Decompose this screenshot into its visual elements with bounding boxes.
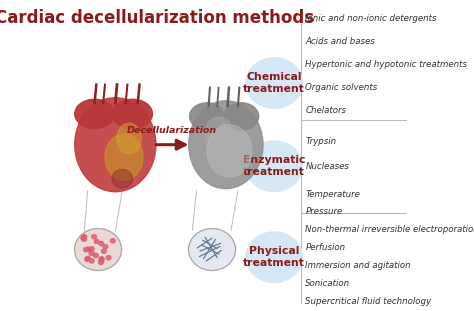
Text: Physical
treatment: Physical treatment [243,246,305,268]
Circle shape [85,256,91,261]
Ellipse shape [224,103,259,130]
Ellipse shape [190,103,224,130]
Circle shape [82,234,87,239]
Text: Pressure: Pressure [305,207,343,216]
Text: Organic solvents: Organic solvents [305,83,378,92]
Circle shape [91,234,97,239]
Circle shape [246,232,302,282]
Text: Trypsin: Trypsin [305,137,337,146]
Circle shape [89,251,94,255]
Ellipse shape [113,99,153,128]
Circle shape [99,241,104,246]
Text: Cardiac decellularization methods: Cardiac decellularization methods [0,9,315,27]
Circle shape [90,259,94,263]
Text: Hypertonic and hypotonic treatments: Hypertonic and hypotonic treatments [305,60,467,69]
Circle shape [86,247,91,251]
FancyArrowPatch shape [156,140,185,149]
Circle shape [103,244,108,249]
Text: Chemical
treatment: Chemical treatment [243,72,305,94]
Circle shape [246,58,302,108]
Circle shape [106,256,111,260]
Ellipse shape [75,99,114,128]
Circle shape [110,239,115,243]
Circle shape [81,236,86,240]
Ellipse shape [105,134,143,180]
Ellipse shape [117,123,141,154]
Text: Perfusion: Perfusion [305,243,346,252]
Text: Sonication: Sonication [305,279,350,288]
Ellipse shape [189,101,263,189]
Text: Non-thermal irreversible electroporation: Non-thermal irreversible electroporation [305,225,474,234]
Circle shape [82,237,86,241]
Text: Chelators: Chelators [305,106,346,115]
Text: Enzymatic
treatment: Enzymatic treatment [243,155,305,178]
Text: Acids and bases: Acids and bases [305,37,375,46]
Text: Decellularization: Decellularization [127,127,218,136]
Circle shape [90,247,94,251]
Text: Immersion and agitation: Immersion and agitation [305,261,411,270]
Circle shape [83,248,89,252]
Circle shape [246,141,302,192]
Circle shape [189,229,236,271]
Text: Supercritical fluid technology: Supercritical fluid technology [305,297,431,306]
Circle shape [85,257,90,262]
Circle shape [101,249,106,253]
Ellipse shape [207,125,252,177]
Ellipse shape [205,117,233,148]
Text: Nucleases: Nucleases [305,162,349,171]
Ellipse shape [112,169,133,188]
Circle shape [74,229,121,271]
Ellipse shape [75,98,156,192]
Circle shape [99,258,104,262]
Circle shape [99,257,104,261]
Circle shape [94,239,99,244]
Text: Temperature: Temperature [305,189,360,198]
Circle shape [93,253,98,258]
Circle shape [99,260,103,265]
Text: Ionic and non-ionic detergents: Ionic and non-ionic detergents [305,14,437,23]
